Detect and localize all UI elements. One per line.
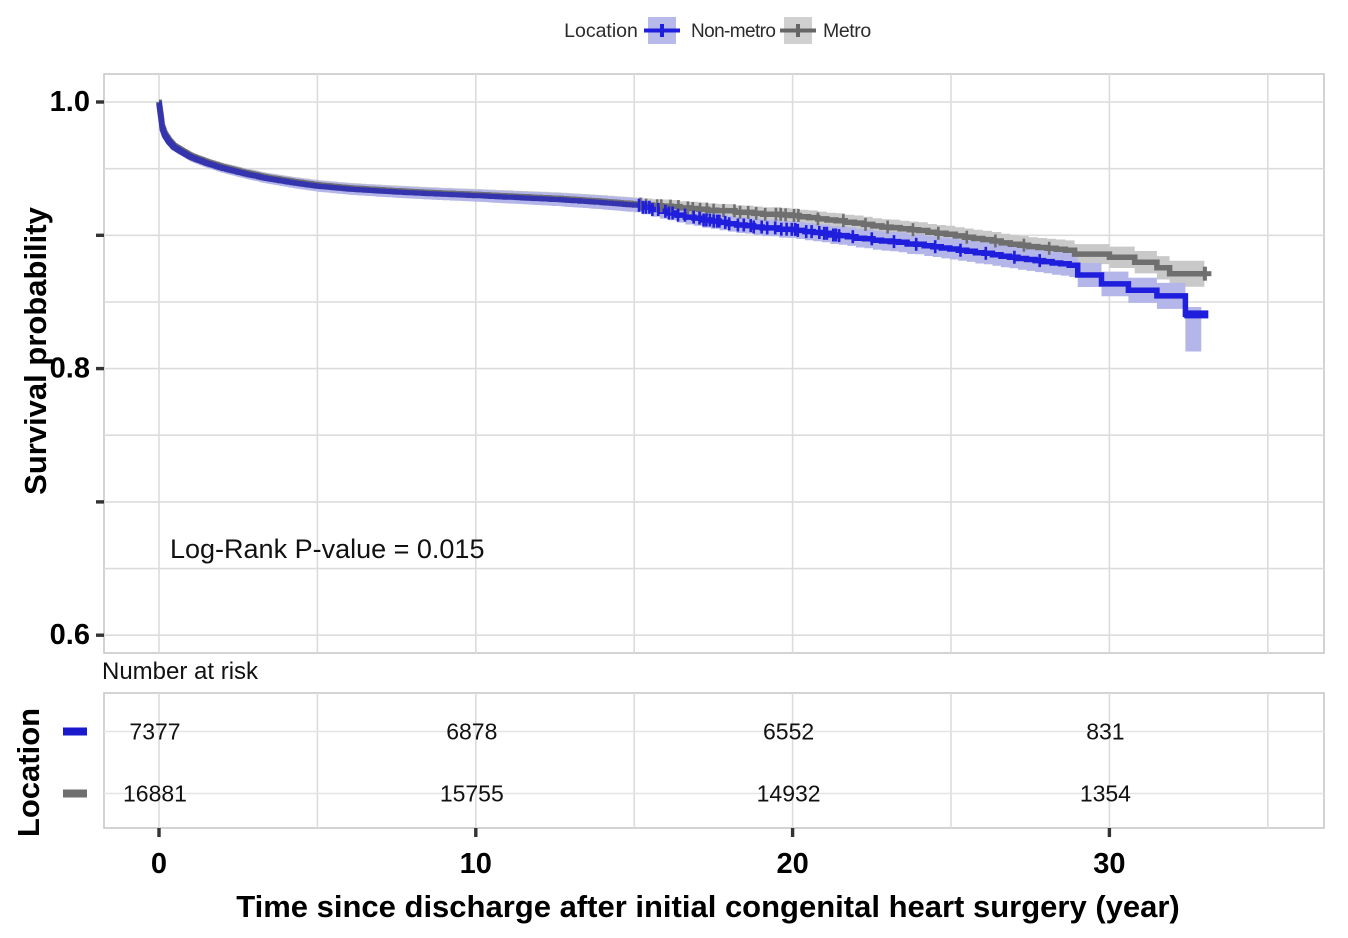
svg-text:Metro: Metro xyxy=(823,20,871,42)
svg-text:831: 831 xyxy=(1086,719,1124,745)
svg-text:16881: 16881 xyxy=(123,781,187,807)
svg-text:6552: 6552 xyxy=(763,719,814,745)
svg-text:1.0: 1.0 xyxy=(50,86,90,118)
svg-text:15755: 15755 xyxy=(440,781,504,807)
svg-text:7377: 7377 xyxy=(129,719,180,745)
svg-text:10: 10 xyxy=(460,848,492,880)
svg-text:Number at risk: Number at risk xyxy=(102,658,259,685)
svg-text:0.8: 0.8 xyxy=(50,353,90,385)
svg-text:Survival probability: Survival probability xyxy=(18,206,53,494)
svg-text:Location: Location xyxy=(564,20,638,42)
svg-text:Log-Rank P-value = 0.015: Log-Rank P-value = 0.015 xyxy=(170,534,484,564)
svg-text:20: 20 xyxy=(776,848,808,880)
svg-text:Location: Location xyxy=(11,708,46,837)
svg-text:Non-metro: Non-metro xyxy=(691,21,775,42)
svg-text:1354: 1354 xyxy=(1080,781,1131,807)
svg-text:0: 0 xyxy=(151,848,167,880)
svg-text:30: 30 xyxy=(1093,848,1125,880)
svg-text:14932: 14932 xyxy=(757,781,821,807)
svg-text:0.6: 0.6 xyxy=(50,619,90,651)
svg-text:6878: 6878 xyxy=(446,719,497,745)
svg-text:Time since discharge after ini: Time since discharge after initial conge… xyxy=(236,889,1180,924)
